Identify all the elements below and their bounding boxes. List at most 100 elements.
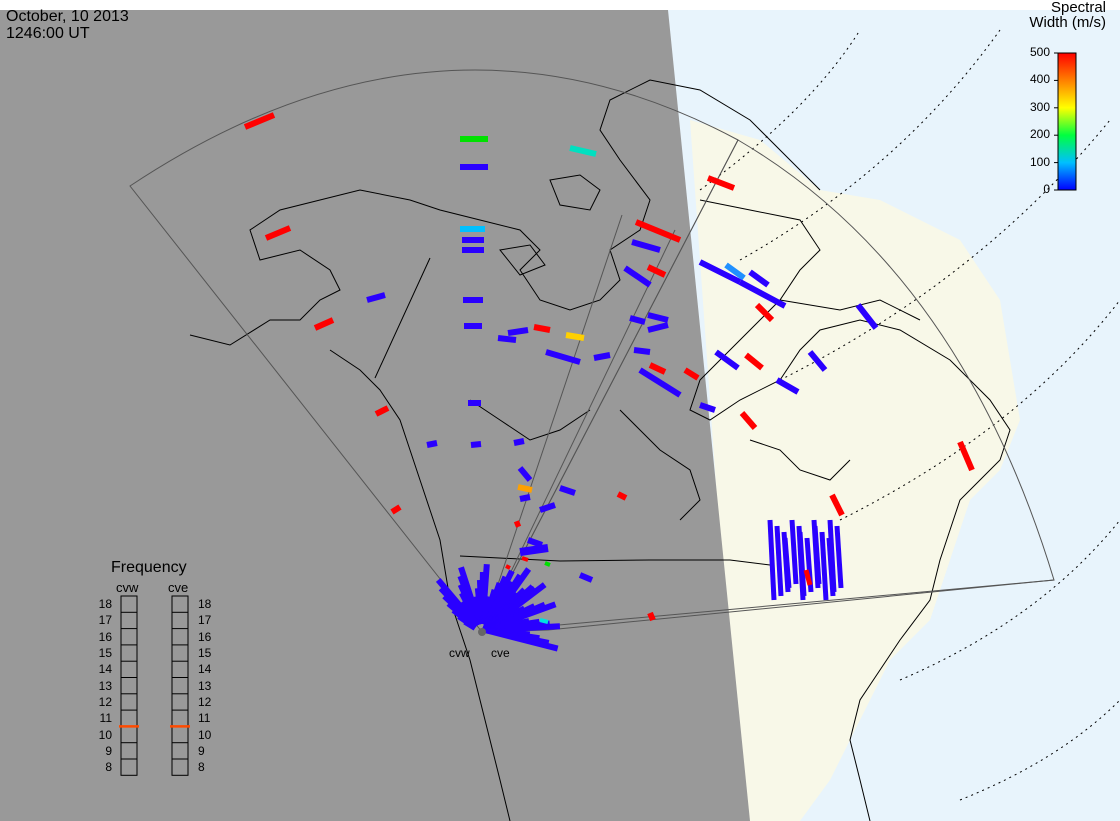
- colorbar-title-line1: Spectral: [1050, 0, 1106, 16]
- echo-segment: [774, 525, 784, 597]
- frequency-left-radar: cvw: [116, 580, 139, 595]
- echo-segment: [855, 303, 879, 330]
- echo-segment: [507, 327, 529, 336]
- echo-segment: [647, 312, 669, 323]
- echo-segment: [797, 531, 807, 597]
- echo-segment: [544, 561, 551, 567]
- echo-segment: [714, 349, 740, 371]
- radar-label-west: cvw: [449, 646, 470, 660]
- time-label: 1246:00 UT: [6, 25, 90, 42]
- echo-segment: [827, 519, 837, 593]
- echo-segment: [593, 352, 611, 361]
- echo-segment: [957, 440, 975, 472]
- colorbar-title: Spectral Width (m/s): [1029, 0, 1106, 30]
- echo-segment: [638, 367, 682, 398]
- echo-segment: [513, 438, 525, 446]
- echo-segment: [631, 239, 661, 253]
- echo-scatter: [243, 112, 975, 652]
- frequency-box-cve: [171, 595, 189, 776]
- echo-segment: [569, 145, 597, 157]
- frequency-tick-left: 12: [98, 694, 112, 709]
- colorbar-tick-label: 300: [1029, 99, 1050, 114]
- echo-segment: [634, 219, 682, 243]
- echo-segment: [623, 265, 652, 288]
- echo-segment: [497, 335, 517, 343]
- echo-segment: [264, 225, 292, 241]
- frequency-tick-right: 18: [198, 597, 212, 612]
- echo-segment: [647, 322, 669, 333]
- top-strip: [0, 0, 1120, 10]
- echo-segment: [366, 292, 386, 303]
- frequency-tick-right: 15: [198, 646, 212, 661]
- echo-segment: [812, 525, 822, 585]
- coastlines: [189, 79, 1011, 821]
- date-label: October, 10 2013: [6, 8, 129, 25]
- echo-segment: [647, 611, 656, 622]
- echo-segment: [539, 618, 549, 624]
- echo-segment: [484, 627, 559, 652]
- echo-segment: [648, 362, 667, 375]
- frequency-tick-left: 14: [98, 662, 112, 677]
- echo-segment: [519, 544, 549, 556]
- frequency-tick-left: 18: [98, 597, 112, 612]
- radar-label-east: cve: [491, 646, 510, 660]
- frequency-tick-left: 17: [98, 613, 112, 628]
- echo-segment: [616, 491, 628, 501]
- echo-segment: [834, 525, 844, 589]
- colorbar-tick-label: 0: [1043, 182, 1050, 196]
- night-region: [0, 10, 750, 821]
- frequency-tick-right: 9: [198, 743, 205, 758]
- echo-segment: [829, 493, 845, 517]
- echo-segment: [559, 485, 576, 496]
- frequency-tick-right: 16: [198, 629, 212, 644]
- frequency-tick-right: 12: [198, 694, 212, 709]
- frequency-tick-right: 14: [198, 662, 212, 677]
- echo-segment: [519, 494, 531, 502]
- echo-segment: [744, 352, 764, 371]
- frequency-tick-left: 11: [99, 711, 112, 726]
- echo-segment: [578, 572, 594, 583]
- echo-segment: [782, 537, 792, 589]
- frequency-tick-left: 8: [105, 760, 112, 775]
- echo-segment: [426, 440, 438, 448]
- echo-segment: [807, 350, 828, 372]
- frequency-boxes: [119, 595, 190, 776]
- fov-outlines: [129, 69, 1055, 633]
- echo-segment: [706, 175, 736, 191]
- colorbar-tick-label: 100: [1029, 154, 1050, 169]
- echo-segment: [517, 484, 533, 493]
- colorbar-tick-label: 200: [1029, 127, 1050, 142]
- echo-segment: [513, 520, 522, 528]
- colorbar-tick-label: 400: [1029, 72, 1050, 87]
- echo-segment: [565, 332, 585, 341]
- frequency-tick-left: 15: [98, 646, 112, 661]
- echo-segment: [374, 405, 390, 417]
- echo-segment: [470, 441, 482, 448]
- colorbar-gradient: [1057, 52, 1077, 191]
- echo-segment: [526, 537, 544, 548]
- echo-segment: [803, 569, 813, 586]
- echo-segment: [390, 504, 402, 515]
- colorbar: [1054, 52, 1077, 191]
- frequency-tick-left: 13: [98, 678, 112, 693]
- frequency-title: Frequency: [111, 559, 187, 576]
- frequency-right-radar: cve: [168, 580, 189, 595]
- echo-segment: [243, 112, 276, 130]
- echo-segment: [646, 264, 667, 278]
- frequency-box-cvw: [120, 595, 138, 776]
- echo-segment: [775, 377, 800, 395]
- frequency-tick-left: 9: [105, 743, 112, 758]
- echo-segment: [738, 279, 787, 309]
- frequency-tick-right: 10: [198, 727, 212, 742]
- colorbar-title-line2: Width (m/s): [1029, 14, 1106, 31]
- echo-segment: [545, 349, 581, 365]
- echo-segment: [789, 519, 799, 585]
- day-land: [690, 120, 1020, 821]
- frequency-tick-left: 16: [98, 629, 112, 644]
- frequency-tick-right: 11: [198, 711, 211, 726]
- echo-segment: [505, 564, 511, 570]
- echo-segment: [748, 269, 770, 288]
- echo-segment: [819, 531, 829, 601]
